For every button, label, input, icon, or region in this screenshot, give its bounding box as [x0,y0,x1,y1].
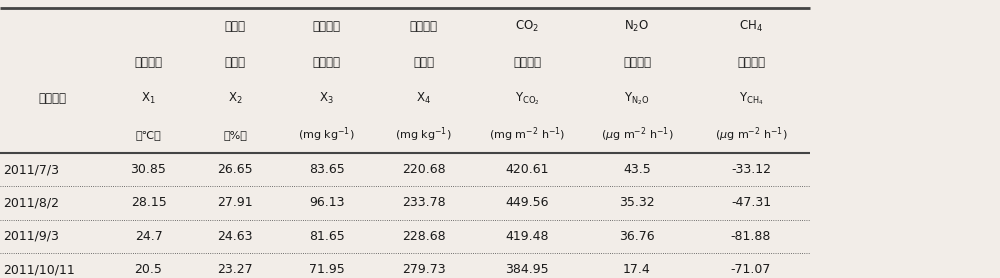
Text: 碳含量: 碳含量 [413,56,434,69]
Text: 233.78: 233.78 [402,197,445,209]
Text: 20.5: 20.5 [135,263,162,276]
Text: 24.63: 24.63 [217,230,253,243]
Text: (mg kg$^{-1}$): (mg kg$^{-1}$) [298,126,355,144]
Text: 96.13: 96.13 [309,197,344,209]
Text: 279.73: 279.73 [402,263,445,276]
Text: 17.4: 17.4 [623,263,651,276]
Text: Y$_\mathrm{CO_2}$: Y$_\mathrm{CO_2}$ [515,90,539,107]
Text: 2011/8/2: 2011/8/2 [3,197,59,209]
Text: 水溶性有: 水溶性有 [312,20,340,33]
Text: 71.95: 71.95 [309,263,344,276]
Text: 测定日期: 测定日期 [38,92,66,105]
Text: N$_2$O: N$_2$O [624,19,650,34]
Text: （%）: （%） [223,130,247,140]
Text: X$_3$: X$_3$ [319,91,334,106]
Text: 分含量: 分含量 [225,56,246,69]
Text: 排放速率: 排放速率 [513,56,541,69]
Text: 2011/10/11: 2011/10/11 [3,263,75,276]
Text: 36.76: 36.76 [619,230,655,243]
Text: 土壤水: 土壤水 [225,20,246,33]
Text: -71.07: -71.07 [731,263,771,276]
Text: X$_1$: X$_1$ [141,91,156,106]
Text: ($\mu$g m$^{-2}$ h$^{-1}$): ($\mu$g m$^{-2}$ h$^{-1}$) [601,126,673,144]
Text: 220.68: 220.68 [402,163,445,176]
Text: 81.65: 81.65 [309,230,344,243]
Text: 228.68: 228.68 [402,230,445,243]
Text: （℃）: （℃） [136,130,161,140]
Text: 43.5: 43.5 [623,163,651,176]
Text: (mg m$^{-2}$ h$^{-1}$): (mg m$^{-2}$ h$^{-1}$) [489,126,565,144]
Text: 420.61: 420.61 [505,163,549,176]
Text: X$_2$: X$_2$ [228,91,242,106]
Text: 23.27: 23.27 [217,263,253,276]
Text: 土壤温度: 土壤温度 [134,56,162,69]
Text: 2011/7/3: 2011/7/3 [3,163,59,176]
Text: 35.32: 35.32 [619,197,655,209]
Text: 24.7: 24.7 [135,230,162,243]
Text: 微生物量: 微生物量 [410,20,438,33]
Text: CH$_4$: CH$_4$ [739,19,763,34]
Text: 384.95: 384.95 [505,263,549,276]
Text: ($\mu$g m$^{-2}$ h$^{-1}$): ($\mu$g m$^{-2}$ h$^{-1}$) [715,126,787,144]
Text: 排放速率: 排放速率 [623,56,651,69]
Text: 机碳含量: 机碳含量 [312,56,340,69]
Text: CO$_2$: CO$_2$ [515,19,539,34]
Text: 排放速率: 排放速率 [737,56,765,69]
Text: 30.85: 30.85 [131,163,166,176]
Text: (mg kg$^{-1}$): (mg kg$^{-1}$) [395,126,452,144]
Text: 419.48: 419.48 [505,230,549,243]
Text: 83.65: 83.65 [309,163,344,176]
Text: 449.56: 449.56 [505,197,549,209]
Text: Y$_\mathrm{CH_4}$: Y$_\mathrm{CH_4}$ [739,90,763,107]
Text: 27.91: 27.91 [217,197,253,209]
Text: Y$_\mathrm{N_2O}$: Y$_\mathrm{N_2O}$ [624,90,650,107]
Text: -81.88: -81.88 [731,230,771,243]
Text: 28.15: 28.15 [131,197,166,209]
Text: X$_4$: X$_4$ [416,91,431,106]
Text: 26.65: 26.65 [217,163,253,176]
Text: 2011/9/3: 2011/9/3 [3,230,59,243]
Text: -33.12: -33.12 [731,163,771,176]
Text: -47.31: -47.31 [731,197,771,209]
